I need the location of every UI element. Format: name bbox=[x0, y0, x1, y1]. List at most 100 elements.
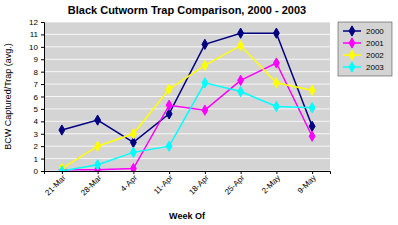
legend-marker bbox=[349, 50, 355, 60]
legend-label: 2002 bbox=[366, 51, 384, 60]
tick-mark bbox=[241, 171, 242, 174]
point bbox=[95, 141, 101, 151]
tick: 5 bbox=[34, 105, 44, 114]
legend-item: 2001 bbox=[343, 38, 384, 48]
tick: 11 bbox=[30, 30, 44, 39]
point bbox=[166, 100, 172, 110]
tick: 18-Apr bbox=[187, 171, 211, 197]
point bbox=[95, 115, 101, 125]
tick-mark bbox=[41, 109, 44, 110]
tick-label: 21-Mar bbox=[43, 173, 68, 198]
tick-label: 4 bbox=[34, 117, 39, 126]
point bbox=[238, 40, 244, 50]
tick-label: 5 bbox=[34, 105, 39, 114]
tick-label: 11 bbox=[30, 30, 39, 39]
title: Black Cutworm Trap Comparison, 2000 - 20… bbox=[68, 4, 306, 16]
point bbox=[309, 121, 315, 131]
grid-line bbox=[44, 34, 330, 35]
tick-mark bbox=[205, 171, 206, 174]
tick: 9-May bbox=[296, 171, 318, 195]
legend-label: 2003 bbox=[366, 63, 384, 72]
tick: 6 bbox=[34, 93, 44, 102]
point bbox=[273, 78, 279, 88]
point bbox=[130, 129, 136, 139]
tick-label: 9 bbox=[34, 55, 39, 64]
tick: 0 bbox=[34, 167, 44, 176]
legend-marker bbox=[349, 38, 355, 48]
tick-label: 12 bbox=[29, 18, 38, 27]
grid-line bbox=[44, 71, 330, 72]
tick-mark bbox=[41, 121, 44, 122]
axis-line bbox=[45, 172, 331, 175]
point bbox=[273, 28, 279, 38]
tick-mark bbox=[41, 59, 44, 60]
tick-mark bbox=[41, 22, 44, 23]
tick: 28-Mar bbox=[79, 171, 104, 198]
point bbox=[309, 85, 315, 95]
tick-mark bbox=[41, 84, 44, 85]
grid bbox=[44, 22, 330, 171]
tick-label: 10 bbox=[29, 43, 38, 52]
legend: 2000200120022003 bbox=[338, 22, 392, 76]
tick-label: 28-Mar bbox=[79, 173, 104, 198]
tick: 7 bbox=[34, 80, 44, 89]
legend-marker bbox=[349, 62, 355, 72]
series-line bbox=[62, 83, 312, 171]
point bbox=[59, 166, 65, 171]
point bbox=[273, 101, 279, 111]
tick-mark bbox=[41, 159, 44, 160]
tick-label: 7 bbox=[34, 80, 39, 89]
series-line bbox=[62, 46, 312, 169]
grid-line bbox=[44, 146, 330, 147]
grid-line bbox=[44, 96, 330, 97]
plot-background bbox=[44, 22, 330, 171]
point bbox=[238, 75, 244, 85]
plot: 012345678910111221-Mar28-Mar4-Apr11-Apr1… bbox=[29, 18, 330, 197]
tick-mark bbox=[41, 171, 44, 172]
grid-line bbox=[44, 158, 330, 159]
tick-mark bbox=[41, 97, 44, 98]
grid-line bbox=[44, 22, 330, 23]
tick: 4 bbox=[34, 117, 44, 126]
point bbox=[238, 28, 244, 38]
tick: 8 bbox=[34, 68, 44, 77]
tick-mark bbox=[41, 47, 44, 48]
marks bbox=[59, 28, 315, 171]
tick-mark bbox=[62, 171, 63, 174]
tick-label: 4-Apr bbox=[119, 173, 139, 193]
point bbox=[59, 125, 65, 135]
x-axis-title: Week Of bbox=[169, 211, 206, 221]
tick: 2 bbox=[34, 142, 44, 151]
tick: 10 bbox=[29, 43, 44, 52]
point bbox=[130, 163, 136, 171]
tick-mark bbox=[276, 171, 277, 174]
series-line bbox=[62, 63, 312, 170]
point bbox=[238, 86, 244, 96]
point bbox=[202, 39, 208, 49]
tick: 25-Apr bbox=[223, 171, 247, 197]
tick: 2-May bbox=[260, 171, 282, 195]
grid-line bbox=[44, 46, 330, 47]
tick-mark bbox=[41, 146, 44, 147]
tick-mark bbox=[169, 171, 170, 174]
point bbox=[95, 160, 101, 170]
chart: 012345678910111221-Mar28-Mar4-Apr11-Apr1… bbox=[0, 0, 398, 225]
y-axis-title: BCW Captured/Trap (avg.) bbox=[3, 43, 13, 150]
tick-mark bbox=[41, 72, 44, 73]
tick: 3 bbox=[34, 130, 44, 139]
point bbox=[166, 84, 172, 94]
point bbox=[273, 58, 279, 68]
tick-label: 2 bbox=[34, 142, 39, 151]
legend-marker bbox=[349, 26, 355, 36]
tick: 12 bbox=[29, 18, 44, 27]
tick: 1 bbox=[34, 155, 44, 164]
tick-mark bbox=[41, 134, 44, 135]
tick-label: 6 bbox=[34, 93, 39, 102]
tick-label: 8 bbox=[34, 68, 39, 77]
tick-label: 18-Apr bbox=[187, 173, 211, 197]
legend-item: 2002 bbox=[343, 50, 384, 60]
y-axis: 0123456789101112 bbox=[29, 18, 44, 176]
tick-label: 2-May bbox=[260, 173, 282, 195]
tick-label: 11-Apr bbox=[152, 173, 175, 196]
x-axis: 21-Mar 28-Mar 4-Apr 11-Apr 18-Apr 25-Apr 2-May… bbox=[43, 171, 330, 198]
